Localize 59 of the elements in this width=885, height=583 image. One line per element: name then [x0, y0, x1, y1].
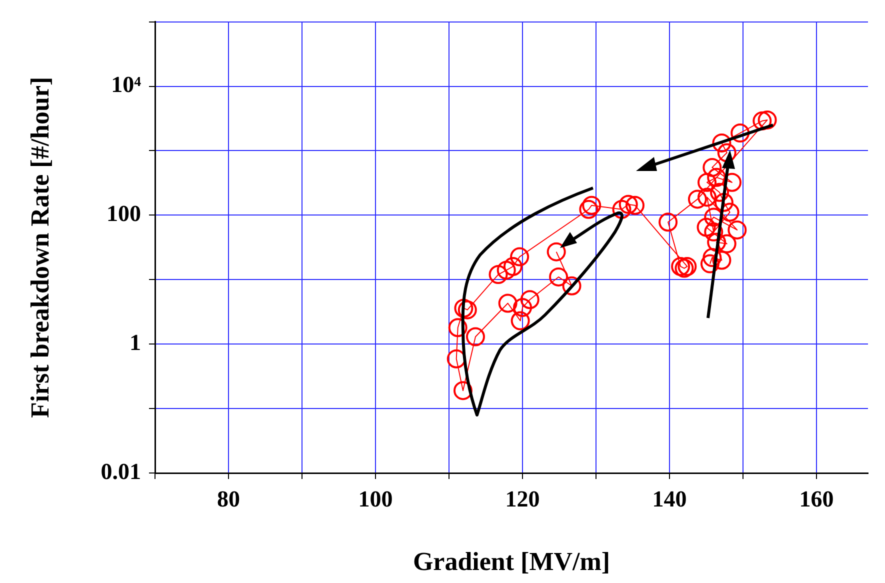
point — [698, 188, 717, 207]
y-tick-label: 10⁴ — [111, 72, 142, 98]
point — [625, 196, 644, 215]
point — [752, 111, 772, 130]
point — [488, 265, 508, 284]
point — [728, 220, 747, 240]
point — [702, 248, 722, 268]
point — [454, 298, 474, 318]
point — [510, 311, 530, 330]
point — [717, 143, 736, 162]
y-tick-label: 1 — [130, 330, 141, 356]
point — [612, 200, 632, 219]
point — [707, 232, 726, 252]
point — [730, 124, 750, 143]
point — [678, 256, 697, 276]
point — [707, 168, 726, 187]
point — [562, 276, 582, 296]
x-tick-label: 160 — [799, 486, 834, 512]
point — [579, 200, 598, 219]
point — [453, 381, 472, 400]
y-tick-label: 100 — [106, 201, 141, 226]
point — [549, 267, 568, 286]
x-tick-label: 100 — [358, 486, 393, 512]
x-tick-label: 80 — [217, 486, 240, 512]
point — [498, 294, 518, 313]
x-axis-title: Gradient [MV/m] — [412, 547, 610, 576]
point — [696, 218, 716, 237]
point — [704, 222, 724, 242]
point — [702, 158, 722, 177]
x-tick-label: 120 — [505, 486, 540, 512]
y-axis-title: First breakdown Rate [#/hour] — [25, 76, 54, 418]
y-tick-label: 0.01 — [100, 458, 141, 484]
point — [546, 242, 566, 262]
point — [582, 196, 602, 215]
point — [722, 172, 742, 192]
point — [503, 256, 522, 276]
point — [698, 172, 717, 192]
point — [700, 254, 720, 274]
point — [717, 234, 736, 254]
point — [710, 182, 730, 202]
point — [448, 318, 468, 338]
point — [446, 349, 466, 368]
point — [510, 247, 530, 266]
point — [712, 250, 732, 270]
point — [714, 192, 734, 212]
point — [712, 133, 732, 152]
point — [513, 298, 532, 317]
point — [618, 194, 638, 214]
x-tick-label: 140 — [652, 486, 687, 512]
point — [671, 256, 690, 276]
point — [758, 110, 777, 130]
point — [496, 260, 516, 280]
point — [658, 212, 678, 232]
point — [466, 327, 485, 346]
point — [520, 290, 540, 310]
point — [674, 258, 694, 278]
point — [704, 208, 724, 227]
point — [688, 190, 707, 209]
point — [458, 300, 477, 320]
